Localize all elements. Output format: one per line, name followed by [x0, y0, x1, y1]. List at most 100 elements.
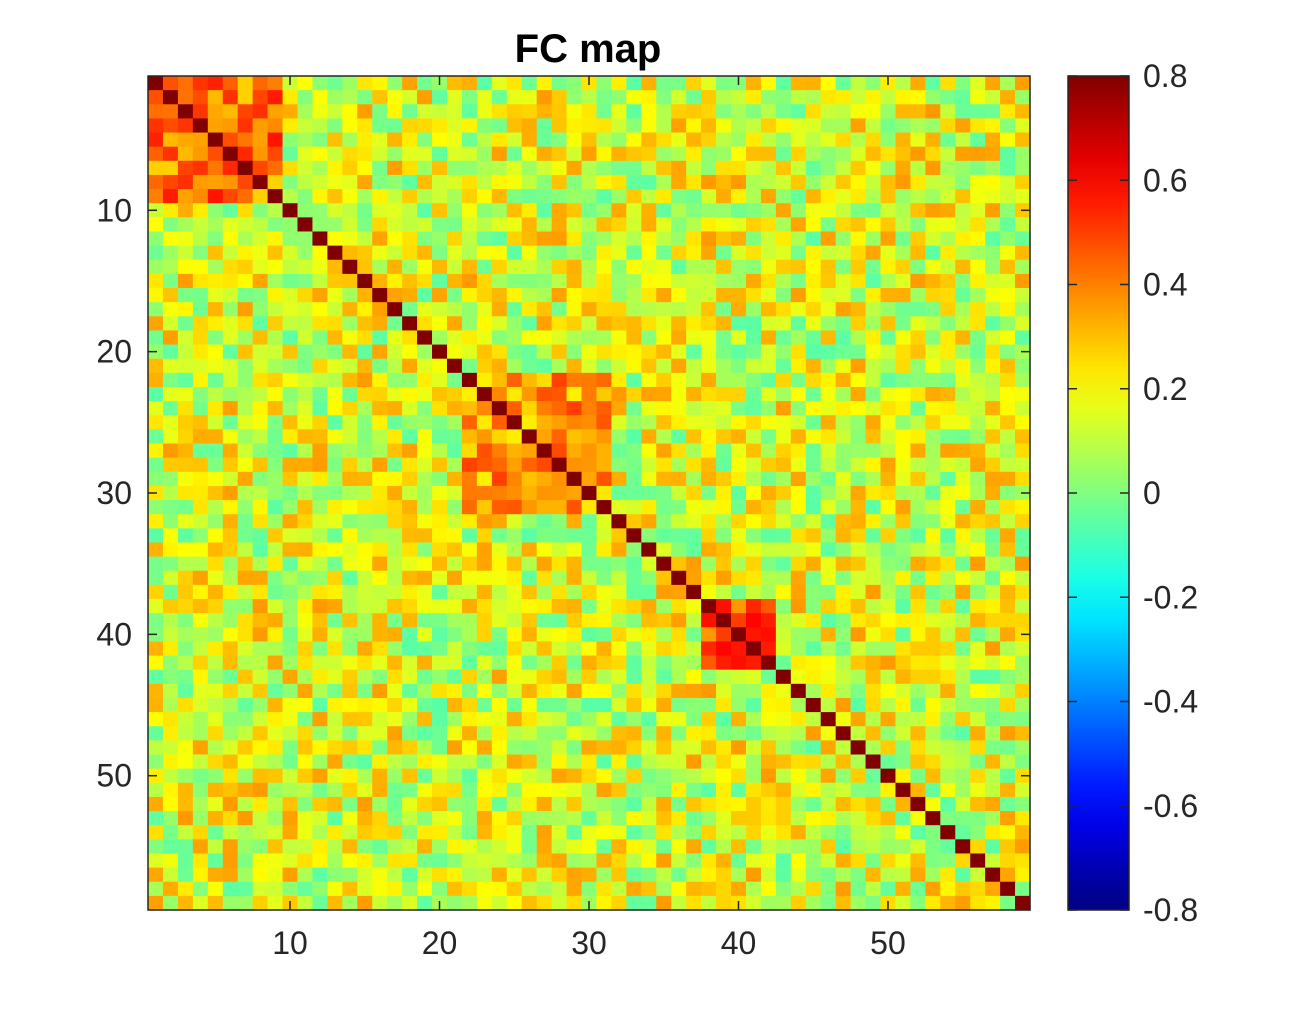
heatmap-cell: [177, 669, 194, 685]
heatmap-cell: [686, 485, 702, 501]
heatmap-cell: [282, 415, 299, 430]
heatmap-cell: [686, 118, 702, 134]
heatmap-cell: [656, 853, 672, 869]
heatmap-cell: [850, 104, 867, 120]
heatmap-cell: [686, 542, 702, 558]
heatmap-cell: [282, 189, 299, 204]
heatmap-cell: [372, 76, 388, 91]
heatmap-cell: [581, 811, 598, 826]
colorbar-tick-label: -0.2: [1143, 579, 1198, 615]
heatmap-cell: [402, 514, 418, 529]
heatmap-cell: [387, 471, 403, 487]
heatmap-cell: [252, 839, 269, 855]
heatmap-cell: [731, 245, 747, 261]
heatmap-cell: [1000, 811, 1016, 826]
heatmap-cell: [596, 782, 613, 798]
heatmap-cell: [716, 867, 732, 883]
heatmap-cell: [551, 273, 568, 289]
heatmap-cell: [566, 895, 583, 911]
heatmap-cell: [596, 669, 613, 685]
heatmap-cell: [656, 217, 672, 233]
heatmap-cell: [581, 825, 598, 840]
heatmap-cell: [835, 372, 852, 388]
heatmap-cell: [177, 443, 194, 459]
heatmap-cell: [910, 457, 926, 473]
heatmap-cell: [596, 231, 613, 247]
heatmap-cell: [865, 429, 882, 445]
heatmap-cell: [387, 627, 403, 643]
heatmap-cell: [387, 146, 403, 162]
heatmap-cell: [1015, 655, 1031, 671]
heatmap-cell: [910, 726, 926, 741]
heatmap-cell: [925, 415, 941, 430]
heatmap-cell: [446, 528, 463, 544]
heatmap-cell: [566, 203, 583, 218]
heatmap-cell: [835, 358, 852, 374]
heatmap-cell: [267, 132, 284, 148]
heatmap-cell: [820, 697, 837, 713]
heatmap-cell: [701, 259, 717, 275]
heatmap-cell: [701, 811, 717, 826]
heatmap-cell: [342, 288, 358, 303]
heatmap-cell: [596, 118, 613, 134]
heatmap-cell: [955, 697, 971, 713]
heatmap-cell: [641, 146, 657, 162]
heatmap-cell: [342, 796, 358, 812]
heatmap-cell: [357, 118, 373, 134]
heatmap-cell: [790, 669, 807, 685]
heatmap-cell: [327, 245, 343, 261]
heatmap-cell: [985, 104, 1001, 120]
heatmap-cell: [372, 245, 388, 261]
heatmap-cell: [282, 570, 299, 586]
heatmap-cell: [1015, 471, 1031, 487]
heatmap-cell: [880, 867, 897, 883]
heatmap-cell: [327, 146, 343, 162]
heatmap-cell: [566, 768, 583, 784]
heatmap-cell: [491, 867, 508, 883]
heatmap-cell: [790, 259, 807, 275]
heatmap-cell: [596, 655, 613, 671]
heatmap-cell: [192, 457, 209, 473]
heatmap-cell: [835, 118, 852, 134]
heatmap-cell: [417, 273, 433, 289]
heatmap-cell: [850, 415, 867, 430]
heatmap-cell: [446, 669, 463, 685]
heatmap-cell: [820, 372, 837, 388]
heatmap-cell: [671, 104, 687, 120]
heatmap-cell: [237, 796, 254, 812]
heatmap-cell: [686, 132, 702, 148]
heatmap-cell: [312, 712, 328, 727]
heatmap-cell: [222, 245, 239, 261]
heatmap-cell: [656, 839, 672, 855]
heatmap-cell: [731, 599, 747, 614]
heatmap-cell: [970, 542, 986, 558]
heatmap-cell: [536, 485, 553, 501]
heatmap-cell: [925, 754, 941, 770]
heatmap-cell: [461, 457, 478, 473]
heatmap-cell: [1015, 429, 1031, 445]
heatmap-cell: [192, 627, 209, 643]
heatmap-cell: [626, 429, 642, 445]
heatmap-cell: [895, 556, 912, 572]
heatmap-cell: [237, 485, 254, 501]
heatmap-cell: [312, 118, 328, 134]
heatmap-cell: [716, 231, 732, 247]
heatmap-cell: [716, 174, 732, 190]
heatmap-cell: [207, 174, 224, 190]
heatmap-cell: [671, 782, 687, 798]
heatmap-cell: [521, 768, 538, 784]
heatmap-cell: [1000, 599, 1016, 614]
heatmap-cell: [282, 358, 299, 374]
heatmap-cell: [461, 825, 478, 840]
heatmap-cell: [207, 316, 224, 332]
heatmap-cell: [925, 740, 941, 756]
heatmap-cell: [940, 485, 956, 501]
heatmap-cell: [656, 697, 672, 713]
heatmap-cell: [536, 302, 553, 317]
heatmap-cell: [820, 358, 837, 374]
heatmap-cell: [970, 556, 986, 572]
heatmap-cell: [357, 811, 373, 826]
heatmap-cell: [327, 556, 343, 572]
heatmap-cell: [716, 401, 732, 416]
heatmap-cell: [925, 273, 941, 289]
